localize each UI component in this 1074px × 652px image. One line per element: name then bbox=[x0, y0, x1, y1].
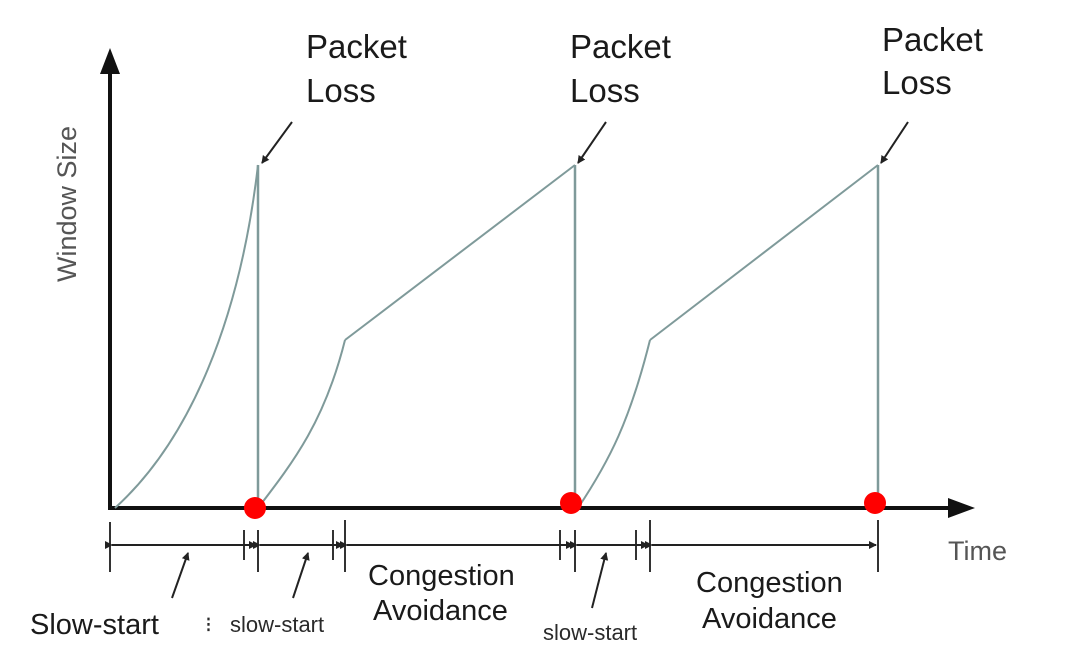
phase-label-congestion-avoidance-2-line1: Congestion bbox=[696, 567, 843, 599]
phase-pointer-slow-start-2 bbox=[292, 552, 310, 599]
x-axis-arrow-icon bbox=[948, 498, 975, 518]
curve-slow-start-2 bbox=[257, 339, 346, 509]
packet-loss-label-line1: Packet bbox=[882, 21, 983, 58]
packet-loss-label-line2: Loss bbox=[882, 64, 952, 101]
phase-dimensions bbox=[105, 520, 879, 572]
packet-loss-label-line1: Packet bbox=[306, 28, 407, 65]
phase-pointer-slow-start-3 bbox=[591, 552, 609, 609]
x-axis bbox=[108, 498, 975, 518]
curve-congestion-avoidance-1 bbox=[344, 164, 576, 341]
phase-label-congestion-avoidance-1-line2: Avoidance bbox=[373, 595, 508, 627]
packet-loss-label-line2: Loss bbox=[570, 72, 640, 109]
x-axis-label: Time bbox=[948, 536, 1007, 566]
packet-loss-marker-2 bbox=[560, 492, 582, 514]
packet-loss-pointer-3 bbox=[880, 121, 909, 164]
packet-loss-marker-3 bbox=[864, 492, 886, 514]
phase-label-slow-start: Slow-start bbox=[30, 609, 159, 641]
curve-slow-start-1 bbox=[114, 164, 259, 509]
packet-loss-pointer-1 bbox=[261, 121, 293, 164]
phase-label-slow-start-2: slow-start bbox=[230, 612, 324, 637]
curve-slow-start-3 bbox=[577, 339, 651, 509]
packet-loss-label-3: Packet Loss bbox=[882, 21, 983, 101]
phase-label-congestion-avoidance-1-line1: Congestion bbox=[368, 560, 515, 592]
window-size-curve bbox=[114, 164, 880, 509]
y-axis-arrow-icon bbox=[100, 48, 120, 74]
phase-separator: ⁝ bbox=[205, 612, 212, 637]
packet-loss-label-2: Packet Loss bbox=[570, 28, 671, 109]
phase-label-congestion-avoidance-2-line2: Avoidance bbox=[702, 603, 837, 635]
curve-congestion-avoidance-2 bbox=[649, 164, 879, 341]
phase-label-slow-start-3: slow-start bbox=[543, 620, 637, 645]
packet-loss-label-line2: Loss bbox=[306, 72, 376, 109]
packet-loss-marker-1 bbox=[244, 497, 266, 519]
packet-loss-label-line1: Packet bbox=[570, 28, 671, 65]
packet-loss-pointer-2 bbox=[577, 121, 607, 164]
packet-loss-label-1: Packet Loss bbox=[306, 28, 407, 109]
y-axis bbox=[100, 48, 120, 510]
phase-pointer-slow-start-1 bbox=[171, 552, 190, 599]
y-axis-label: Window Size bbox=[52, 126, 82, 282]
